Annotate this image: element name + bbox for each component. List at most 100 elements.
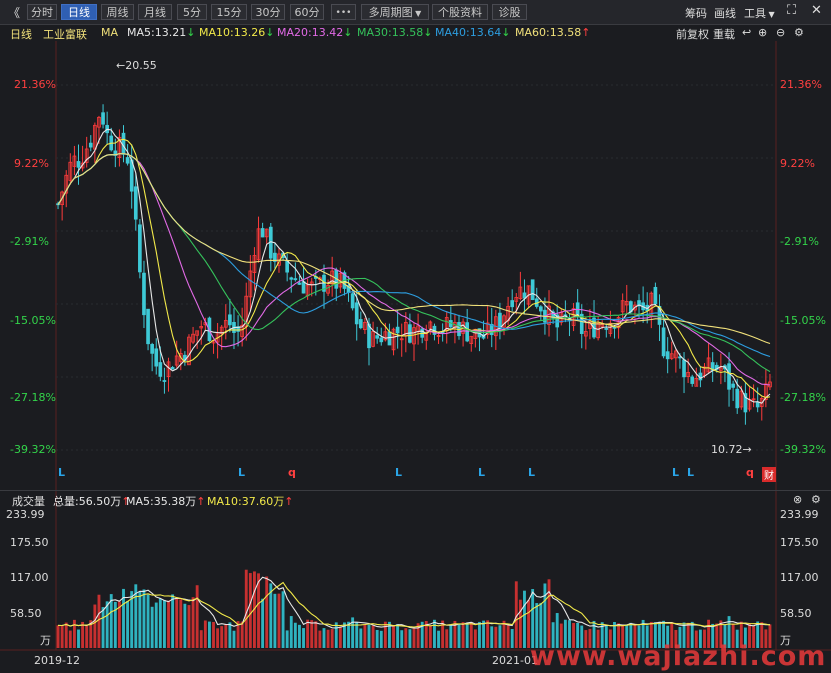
candle-body (669, 353, 674, 359)
chips-button[interactable]: 筹码 (685, 7, 707, 20)
volume-bar (224, 624, 228, 648)
fullscreen-icon[interactable]: ⛶ (787, 3, 797, 18)
volume-bar (580, 625, 584, 648)
date-label-mid: 2021-01 (492, 654, 538, 667)
date-label-start: 2019-12 (34, 654, 80, 667)
candle-body (514, 296, 519, 302)
volume-bar (207, 621, 211, 648)
volume-bar (64, 622, 68, 648)
price-tick-right: -2.91% (780, 235, 819, 248)
candle-body (289, 277, 294, 280)
candle-body (469, 335, 474, 344)
vol-tick-right: 117.00 (780, 571, 819, 584)
volume-bar (445, 629, 449, 648)
chevron-down-icon: ▼ (766, 10, 775, 19)
volume-bar (490, 626, 494, 648)
volume-close-icon[interactable]: ⊗ (793, 493, 803, 506)
tab-30min[interactable]: 30分 (251, 4, 285, 20)
tab-fenshi[interactable]: 分时 (27, 4, 57, 20)
volume-bar (142, 589, 146, 648)
volume-title: 成交量 (12, 495, 45, 508)
candle-body (138, 224, 142, 273)
volume-bar (637, 625, 641, 648)
candle-body (301, 281, 306, 294)
signal-marker: L (528, 466, 536, 479)
multi-period-dropdown[interactable]: 多周期图 ▼ (361, 4, 429, 20)
candle-body (158, 362, 163, 377)
volume-bar (183, 603, 187, 648)
volume-bar (433, 619, 436, 648)
volume-bar (424, 620, 428, 648)
ma-item-2: MA20:13.42↓ (277, 26, 352, 39)
candle-body (219, 326, 224, 335)
tab-15min[interactable]: 15分 (211, 4, 247, 20)
multi-period-label: 多周期图 (368, 6, 413, 19)
volume-bar (68, 630, 72, 648)
volume-bar (56, 625, 60, 648)
vol-tick-left: 58.50 (10, 607, 42, 620)
candle-body (596, 322, 600, 339)
candle-body (174, 355, 179, 366)
volume-bar (588, 628, 592, 648)
tab-daily[interactable]: 日线 (61, 4, 97, 20)
volume-bar (658, 621, 661, 648)
undo-icon[interactable]: ↩ (742, 26, 752, 39)
volume-bar (416, 623, 420, 648)
tab-60min[interactable]: 60分 (290, 4, 324, 20)
volume-bar (167, 600, 170, 648)
back-button[interactable]: 《 (8, 6, 21, 20)
close-icon[interactable]: ✕ (811, 3, 822, 18)
volume-bar (265, 576, 269, 648)
volume-bar (678, 626, 682, 648)
volume-bar (494, 626, 498, 648)
volume-bar (670, 622, 674, 648)
diagnose-button[interactable]: 诊股 (492, 4, 527, 20)
stock-info-button[interactable]: 个股资料 (432, 4, 488, 20)
candle-body (297, 282, 302, 285)
candle-body (530, 279, 535, 301)
volume-bar (613, 621, 616, 648)
candle-body (248, 270, 253, 298)
tab-weekly[interactable]: 周线 (101, 4, 134, 20)
candle-body (690, 376, 695, 384)
volume-bar (195, 585, 199, 648)
volume-bar (306, 619, 310, 648)
candle-body (428, 321, 433, 329)
zoom-in-icon[interactable]: ⊕ (758, 26, 768, 39)
more-button[interactable]: ••• (331, 4, 356, 20)
zoom-out-icon[interactable]: ⊖ (776, 26, 786, 39)
candle-body (612, 326, 617, 329)
draw-line-button[interactable]: 画线 (714, 7, 736, 20)
volume-bar (641, 619, 645, 648)
candle-body (84, 148, 89, 163)
candle-body (133, 186, 138, 220)
candle-body (264, 228, 269, 238)
settings-icon[interactable]: ⚙ (794, 26, 804, 39)
candle-body (293, 278, 298, 281)
tab-5min[interactable]: 5分 (177, 4, 207, 20)
volume-settings-icon[interactable]: ⚙ (811, 493, 821, 506)
volume-bar (212, 622, 215, 648)
volume-bar (723, 624, 727, 648)
volume-bar (126, 600, 130, 648)
volume-bar (105, 601, 109, 648)
volume-bar (150, 606, 154, 648)
volume-bar (392, 625, 395, 648)
signal-marker: L (238, 466, 246, 479)
volume-bar (563, 619, 567, 648)
tools-menu[interactable]: 工具 ▼ (744, 5, 775, 21)
candle-body (379, 337, 384, 343)
finance-badge[interactable]: 财 (762, 467, 776, 482)
adjust-button[interactable]: 前复权 (676, 28, 709, 41)
tab-monthly[interactable]: 月线 (138, 4, 172, 20)
ma-item-arrow: ↓ (501, 26, 511, 39)
volume-ma5-value: MA5:35.38万 (126, 495, 197, 508)
reload-button[interactable]: 重载 (713, 28, 735, 41)
volume-total: 总量:56.50万↑ (53, 493, 130, 509)
volume-bar (85, 625, 89, 648)
volume-bar (457, 623, 461, 648)
tools-label: 工具 (744, 7, 766, 20)
ma-item-arrow: ↓ (186, 26, 196, 39)
volume-bar (629, 622, 633, 648)
